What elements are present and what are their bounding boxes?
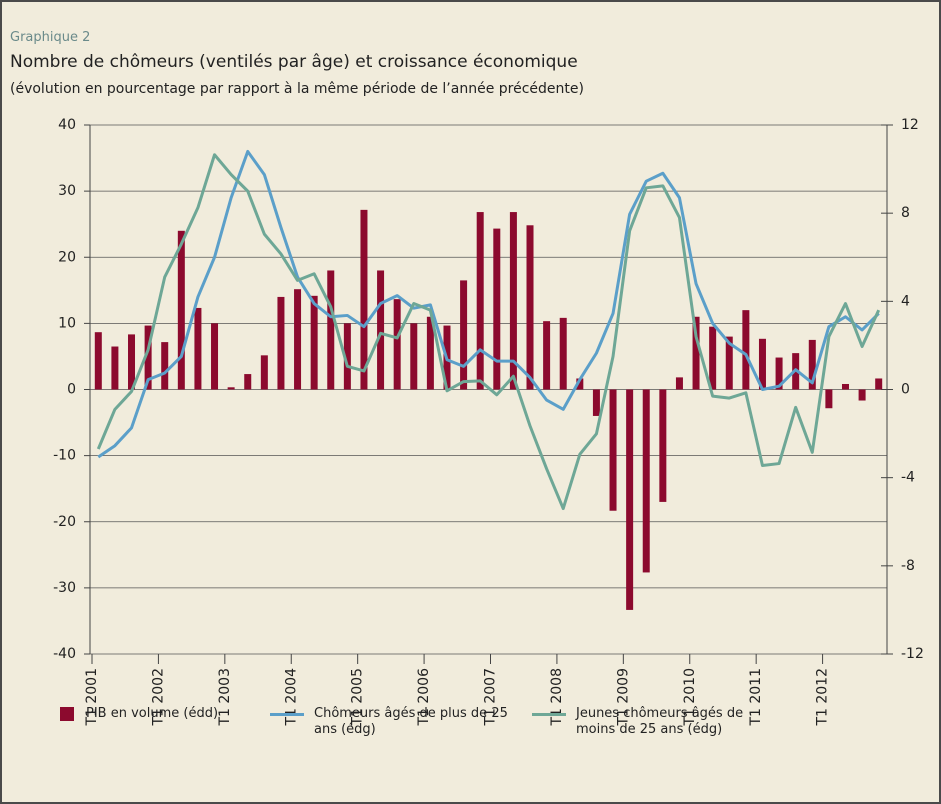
bar bbox=[526, 225, 534, 390]
x-tick-label: T1 2010 bbox=[682, 668, 698, 727]
x-tick-label: T1 2012 bbox=[815, 668, 831, 727]
y-tick-label: 40 bbox=[58, 117, 76, 133]
bar bbox=[111, 346, 119, 390]
bar bbox=[559, 317, 567, 390]
bar bbox=[128, 334, 136, 390]
bar bbox=[310, 295, 318, 390]
bar bbox=[426, 316, 434, 390]
bar bbox=[177, 230, 185, 390]
bar bbox=[343, 323, 351, 390]
bar bbox=[460, 280, 468, 390]
bar bbox=[675, 377, 683, 390]
y2-tick-label: 4 bbox=[901, 293, 910, 309]
y2-tick-label: 8 bbox=[901, 205, 910, 221]
bar bbox=[294, 289, 302, 390]
x-tick-label: T1 2009 bbox=[615, 668, 631, 727]
bar bbox=[360, 209, 368, 390]
bar bbox=[509, 212, 517, 390]
bar bbox=[260, 355, 268, 390]
y2-tick-label: -8 bbox=[901, 558, 915, 574]
chart-label: Graphique 2 bbox=[10, 30, 91, 45]
bar bbox=[576, 378, 584, 390]
bar bbox=[742, 310, 750, 390]
y-tick-label: -30 bbox=[53, 580, 76, 596]
y-tick-label: 20 bbox=[58, 249, 76, 265]
bar bbox=[211, 323, 219, 390]
y-tick-label: -40 bbox=[53, 646, 76, 662]
bar bbox=[709, 326, 717, 390]
y2-tick-label: -4 bbox=[901, 470, 915, 486]
x-tick-label: T1 2007 bbox=[483, 668, 499, 727]
y2-tick-label: -12 bbox=[901, 646, 924, 662]
bar bbox=[825, 389, 833, 409]
line bbox=[96, 153, 881, 511]
bar bbox=[493, 228, 501, 390]
bar bbox=[277, 296, 285, 390]
x-tick-label: T1 2011 bbox=[748, 668, 764, 727]
bar bbox=[377, 270, 385, 390]
bar bbox=[659, 389, 667, 502]
bar bbox=[875, 378, 883, 390]
legend-label: Jeunes chômeurs âgés de moins de 25 ans … bbox=[576, 706, 744, 737]
bar bbox=[808, 339, 816, 390]
legend-label: PIB en volume (édd) bbox=[86, 706, 219, 721]
bar bbox=[144, 325, 152, 390]
bar bbox=[592, 389, 600, 416]
x-tick-label: T1 2006 bbox=[416, 668, 432, 727]
y2-tick-label: 12 bbox=[901, 117, 919, 133]
bar bbox=[642, 389, 650, 573]
legend-label: Chômeurs âgés de plus de 25 ans (édg) bbox=[314, 706, 508, 737]
bar bbox=[327, 270, 335, 390]
legend-swatch bbox=[270, 713, 304, 716]
bar bbox=[758, 338, 766, 390]
x-tick-label: T1 2003 bbox=[217, 668, 233, 727]
bar bbox=[194, 307, 202, 390]
x-tick-label: T1 2008 bbox=[549, 668, 565, 727]
y2-tick-label: 0 bbox=[901, 382, 910, 398]
bar bbox=[725, 336, 733, 390]
chart-subtitle: (évolution en pourcentage par rapport à … bbox=[10, 81, 584, 97]
bar bbox=[244, 374, 252, 390]
legend-swatch bbox=[532, 713, 566, 716]
bar bbox=[626, 389, 634, 610]
x-tick-label: T1 2005 bbox=[350, 668, 366, 727]
x-tick-label: T1 2002 bbox=[150, 668, 166, 727]
bar bbox=[841, 383, 849, 390]
bar bbox=[161, 342, 169, 390]
bar bbox=[858, 389, 866, 401]
bar bbox=[410, 323, 418, 390]
bar bbox=[775, 357, 783, 390]
y-tick-label: -20 bbox=[53, 514, 76, 530]
x-tick-label: T1 2004 bbox=[283, 668, 299, 727]
bar bbox=[476, 212, 484, 390]
line bbox=[97, 149, 880, 459]
chart-title: Nombre de chômeurs (ventilés par âge) et… bbox=[10, 52, 578, 72]
bar bbox=[692, 316, 700, 390]
y-tick-label: 30 bbox=[58, 183, 76, 199]
bar bbox=[393, 299, 401, 390]
y-tick-label: 0 bbox=[67, 382, 76, 398]
bar bbox=[227, 387, 235, 390]
bar bbox=[609, 389, 617, 511]
bar bbox=[94, 332, 102, 390]
y-tick-label: -10 bbox=[53, 448, 76, 464]
legend-swatch bbox=[60, 707, 74, 721]
x-tick-label: T1 2001 bbox=[84, 668, 100, 727]
bar bbox=[543, 321, 551, 390]
y-tick-label: 10 bbox=[58, 315, 76, 331]
